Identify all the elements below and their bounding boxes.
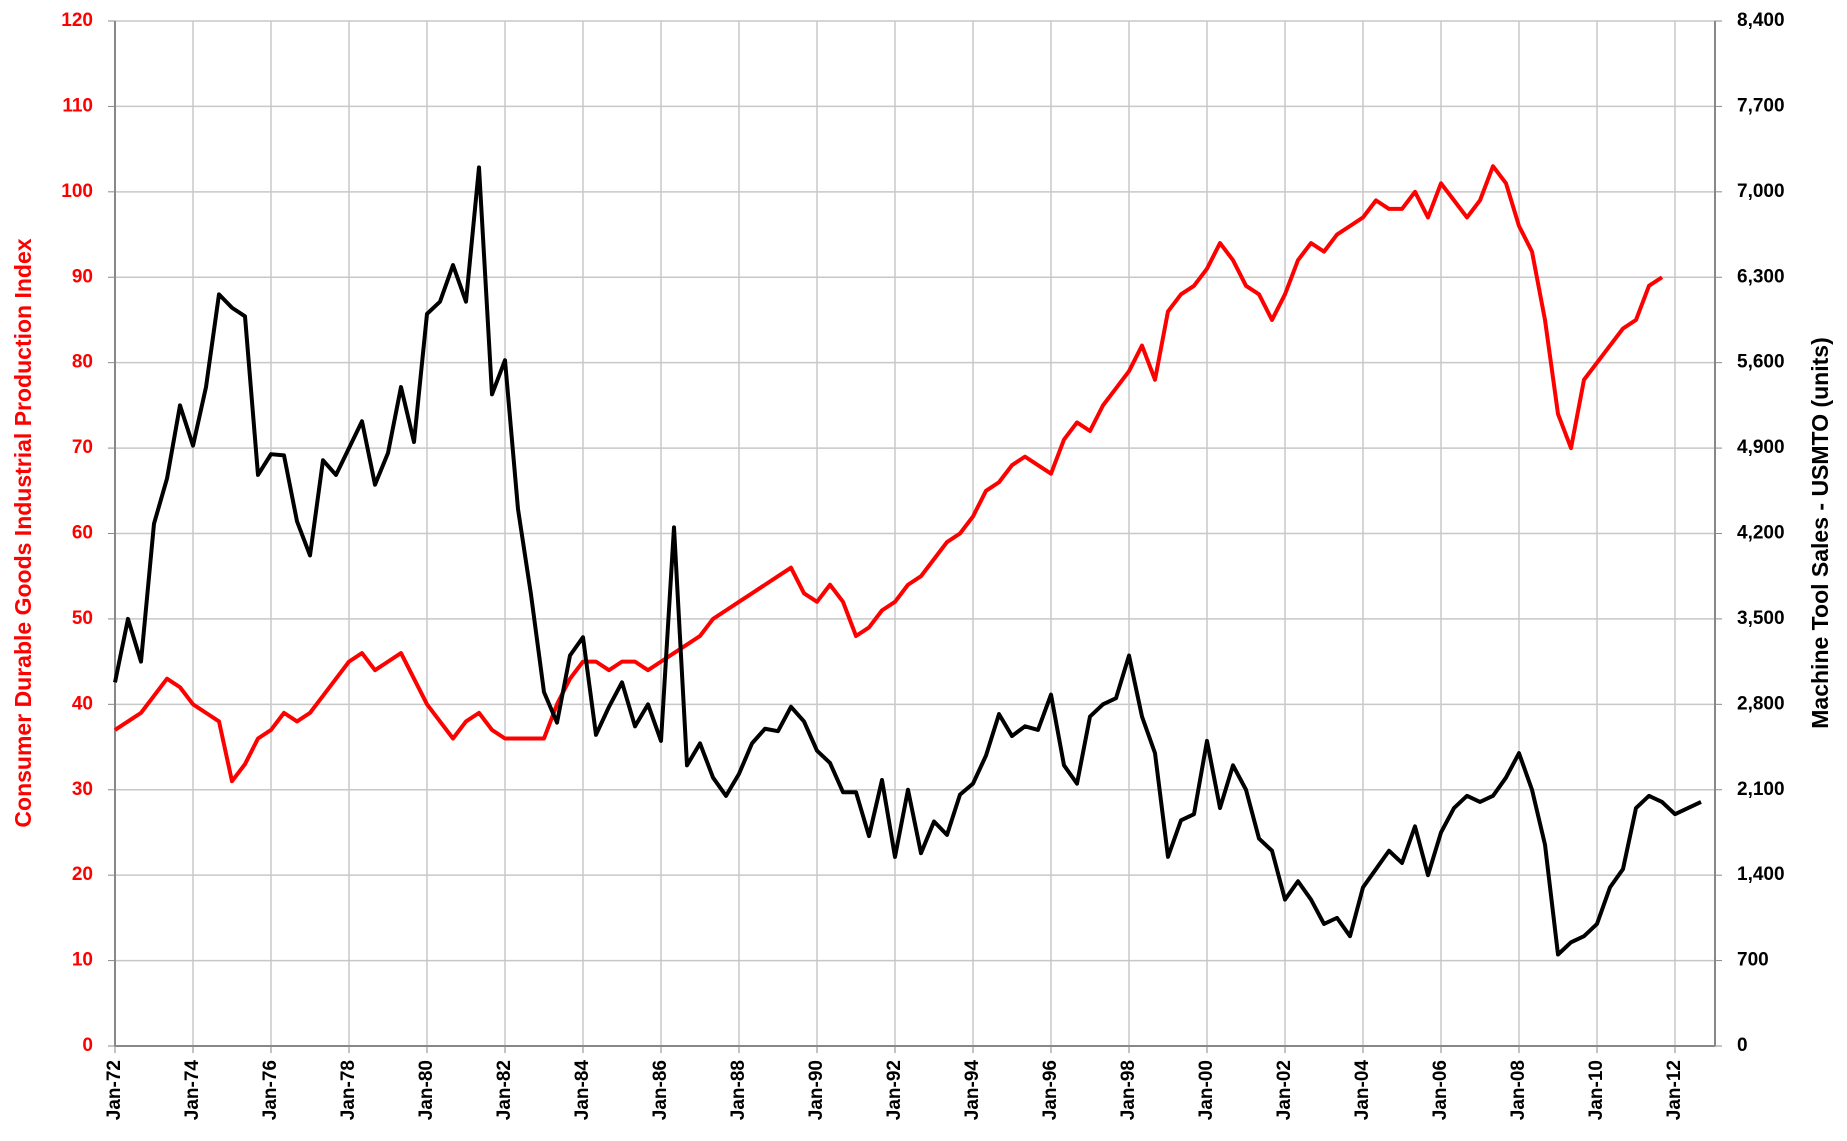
- x-tick-label: Jan-98: [1118, 1060, 1139, 1120]
- y-tick-label: 10: [72, 950, 93, 971]
- y-tick-label: 0: [82, 1035, 93, 1056]
- y2-tick-label: 2,100: [1737, 779, 1785, 800]
- x-tick-label: Jan-80: [416, 1060, 437, 1120]
- x-tick-label: Jan-10: [1586, 1060, 1607, 1120]
- x-tick-label: Jan-08: [1508, 1060, 1529, 1120]
- y2-tick-label: 3,500: [1737, 608, 1785, 629]
- y2-tick-label: 4,900: [1737, 437, 1785, 458]
- x-tick-label: Jan-96: [1040, 1060, 1061, 1120]
- x-tick-label: Jan-74: [182, 1060, 203, 1121]
- x-tick-label: Jan-82: [494, 1060, 515, 1120]
- y2-tick-label: 4,200: [1737, 523, 1785, 544]
- x-tick-label: Jan-94: [962, 1060, 983, 1121]
- y-tick-label: 60: [72, 523, 93, 544]
- y2-axis-title: Machine Tool Sales - USMTO (units): [1807, 337, 1833, 728]
- y2-tick-label: 0: [1737, 1035, 1748, 1056]
- y-axis-title: Consumer Durable Goods Industrial Produc…: [10, 238, 36, 827]
- y2-tick-label: 8,400: [1737, 10, 1785, 31]
- x-tick-label: Jan-88: [728, 1060, 749, 1120]
- x-tick-label: Jan-78: [338, 1060, 359, 1120]
- y-tick-label: 70: [72, 437, 93, 458]
- y-tick-label: 90: [72, 266, 93, 287]
- y2-tick-label: 2,800: [1737, 693, 1785, 714]
- y-tick-label: 80: [72, 352, 93, 373]
- x-tick-label: Jan-92: [884, 1060, 905, 1120]
- y-tick-label: 30: [72, 779, 93, 800]
- x-tick-label: Jan-90: [806, 1060, 827, 1120]
- x-tick-label: Jan-86: [650, 1060, 671, 1120]
- x-tick-label: Jan-72: [104, 1060, 125, 1120]
- series-line: [113, 165, 1702, 957]
- y-tick-label: 110: [62, 95, 93, 116]
- y2-tick-label: 7,700: [1737, 95, 1785, 116]
- x-tick-label: Jan-12: [1664, 1060, 1685, 1120]
- y-tick-label: 120: [61, 10, 93, 31]
- x-tick-label: Jan-76: [260, 1060, 281, 1120]
- x-tick-label: Jan-06: [1430, 1060, 1451, 1120]
- y-tick-label: 20: [72, 864, 93, 885]
- x-tick-label: Jan-04: [1352, 1060, 1373, 1121]
- y2-tick-label: 6,300: [1737, 266, 1785, 287]
- y2-tick-label: 700: [1737, 950, 1769, 971]
- y2-tick-label: 1,400: [1737, 864, 1785, 885]
- y2-tick-label: 5,600: [1737, 352, 1785, 373]
- y-tick-label: 50: [72, 608, 93, 629]
- y-tick-label: 40: [72, 693, 93, 714]
- x-tick-label: Jan-00: [1196, 1060, 1217, 1120]
- x-tick-label: Jan-02: [1274, 1060, 1295, 1120]
- y2-tick-label: 7,000: [1737, 181, 1785, 202]
- x-tick-label: Jan-84: [572, 1060, 593, 1121]
- y-tick-label: 100: [61, 181, 93, 202]
- series-line: [113, 164, 1664, 784]
